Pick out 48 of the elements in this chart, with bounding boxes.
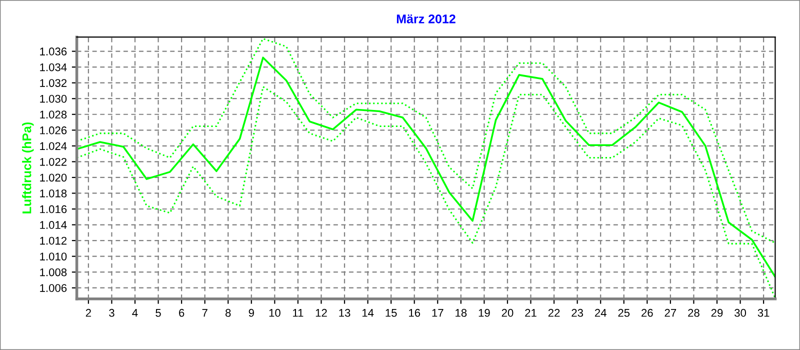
y-tick-label: 1.008 (40, 268, 67, 276)
y-axis-title: Luftdruck (hPa) (22, 122, 34, 214)
x-tick-label: 6 (179, 308, 184, 317)
y-tick-label: 1.014 (40, 221, 67, 229)
y-tick-label: 1.028 (40, 110, 67, 119)
x-tick-label: 3 (109, 308, 114, 317)
x-tick-label: 17 (432, 309, 444, 317)
x-tick-label: 26 (642, 308, 653, 317)
x-tick-label: 5 (156, 309, 161, 317)
x-tick-label: 29 (711, 308, 723, 317)
x-tick-label: 16 (409, 308, 420, 317)
x-tick-label: 8 (226, 308, 231, 317)
y-tick-label: 1.010 (40, 252, 67, 260)
x-tick-label: 19 (478, 308, 490, 317)
x-tick-label: 30 (734, 308, 746, 317)
x-tick-label: 23 (572, 308, 584, 317)
x-tick-label: 11 (293, 309, 304, 317)
x-tick-label: 10 (269, 308, 280, 317)
y-tick-label: 1.036 (40, 48, 67, 56)
x-tick-label: 24 (594, 308, 606, 317)
chart-title: März 2012 (396, 14, 456, 24)
y-tick-label: 1.026 (40, 126, 67, 134)
x-tick-label: 25 (618, 308, 630, 317)
x-tick-label: 31 (758, 308, 770, 317)
x-tick-label: 4 (132, 309, 138, 317)
x-tick-label: 21 (525, 308, 536, 317)
y-tick-label: 1.016 (40, 205, 67, 214)
x-tick-label: 15 (386, 309, 397, 317)
x-tick-label: 27 (664, 308, 676, 317)
y-tick-label: 1.020 (40, 174, 67, 182)
y-tick-label: 1.024 (40, 142, 67, 150)
x-tick-label: 13 (339, 308, 350, 317)
x-tick-label: 22 (548, 308, 560, 317)
y-tick-label: 1.032 (40, 79, 67, 87)
y-tick-label: 1.030 (40, 94, 67, 103)
x-tick-label: 18 (456, 308, 467, 317)
x-tick-label: 7 (202, 309, 208, 317)
x-tick-label: 12 (316, 308, 327, 317)
y-tick-label: 1.018 (40, 190, 67, 198)
x-tick-label: 14 (362, 309, 374, 317)
y-tick-label: 1.006 (40, 284, 67, 292)
x-tick-label: 9 (248, 308, 254, 317)
x-tick-label: 2 (86, 308, 91, 317)
x-tick-label: 28 (688, 308, 700, 317)
y-tick-label: 1.012 (40, 236, 67, 245)
y-tick-label: 1.034 (40, 63, 67, 72)
y-tick-label: 1.022 (40, 158, 67, 166)
x-tick-label: 20 (502, 308, 514, 317)
